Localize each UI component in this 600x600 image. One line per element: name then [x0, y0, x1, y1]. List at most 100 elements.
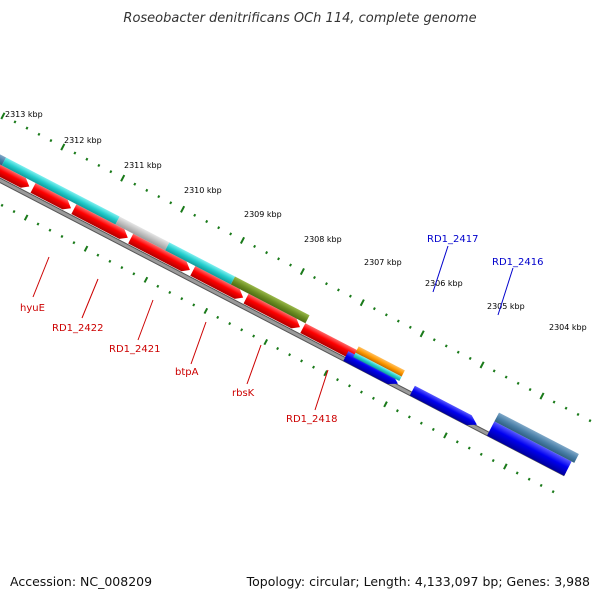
ruler-tick — [240, 328, 244, 332]
ruler-tick — [516, 381, 520, 385]
ruler-tick — [0, 112, 6, 120]
gene-arrow-rbsK[interactable] — [190, 266, 246, 302]
ruler-tick — [263, 338, 269, 346]
ruler-tick — [37, 132, 41, 136]
ruler-tick — [180, 297, 184, 301]
ruler-tick — [503, 463, 508, 470]
gene-label-RD1_2422[interactable]: RD1_2422 — [52, 323, 103, 334]
gene-label-RD1_2418[interactable]: RD1_2418 — [286, 414, 337, 425]
gene-label-hyuE[interactable]: hyuE — [20, 303, 45, 314]
ruler-label: 2307 kbp — [364, 258, 402, 267]
ruler-tick — [85, 157, 89, 161]
ruler-tick — [384, 313, 388, 317]
gene-label-RD1_2417[interactable]: RD1_2417 — [427, 234, 478, 245]
ruler-tick — [180, 205, 186, 213]
ruler-tick — [168, 290, 172, 295]
ruler-tick — [528, 387, 532, 392]
ruler-label: 2308 kbp — [304, 235, 342, 244]
ruler-tick — [217, 226, 221, 230]
ruler-tick — [551, 490, 555, 494]
ruler-tick — [408, 325, 412, 329]
ruler-tick — [83, 245, 89, 252]
cog-bar-gray — [115, 216, 170, 251]
ruler-tick — [552, 400, 556, 404]
ruler-tick — [348, 294, 352, 298]
gene-label-btpA[interactable]: btpA — [175, 367, 199, 378]
ruler-label: 2310 kbp — [184, 186, 222, 195]
ruler-tick — [145, 188, 149, 192]
gene-labels: hyuE RD1_2422 RD1_2421 btpA rbsK RD1_241… — [20, 234, 543, 425]
ruler-tick — [539, 392, 545, 400]
ruler-tick — [108, 259, 112, 263]
cog-bar-cyan-c — [353, 352, 402, 382]
ruler-tick — [299, 267, 305, 276]
gene-label-RD1_2416[interactable]: RD1_2416 — [492, 257, 543, 268]
ruler-tick — [515, 471, 519, 475]
gene-arrow-RD1_2416[interactable] — [409, 385, 480, 429]
ruler-tick — [60, 234, 64, 239]
ruler-tick — [371, 396, 375, 400]
ruler-tick — [468, 356, 472, 361]
gene-label-rbsK[interactable]: rbsK — [232, 388, 255, 399]
ruler-tick — [203, 307, 209, 315]
ruler-tick — [359, 390, 363, 394]
ruler-tick — [13, 120, 17, 124]
ruler-tick — [49, 138, 53, 143]
ruler-tick — [25, 126, 29, 130]
accession-text: Accession: NC_008209 — [10, 574, 152, 589]
ruler-tick — [539, 483, 543, 488]
ruler-tick — [132, 272, 136, 276]
gene-arrow-RD1_2422[interactable] — [30, 183, 74, 213]
ruler-tick — [336, 378, 339, 382]
ruler-label: 2313 kbp — [5, 110, 43, 119]
gene-arrow-RD1_2417[interactable] — [343, 351, 400, 388]
backbone-inner — [0, 103, 566, 476]
ruler-tick — [277, 257, 281, 261]
cog-bar-cyan-b — [165, 242, 235, 285]
ruler-tick — [491, 458, 495, 463]
ruler-tick — [323, 370, 328, 377]
ruler-tick — [216, 315, 220, 319]
genome-summary-text: Topology: circular; Length: 4,133,097 bp… — [246, 574, 590, 589]
ruler-tick — [157, 195, 161, 199]
ruler-tick — [432, 338, 436, 342]
ruler-tick — [407, 415, 411, 419]
gene-label-RD1_2421[interactable]: RD1_2421 — [109, 344, 160, 355]
ruler-tick — [419, 330, 425, 338]
ruler-tick — [479, 361, 485, 369]
ruler-tick — [48, 228, 52, 232]
ruler-tick — [527, 477, 531, 481]
gene-arrow-far[interactable] — [487, 421, 572, 476]
ruler-tick — [72, 241, 76, 245]
ruler-tick — [479, 452, 483, 456]
ruler-tick — [156, 284, 160, 288]
ruler-label: 2306 kbp — [425, 279, 463, 288]
gene-arrow-RD1_2418-a[interactable] — [243, 293, 303, 332]
ruler-tick — [396, 319, 400, 323]
ruler-label: 2312 kbp — [64, 136, 102, 145]
ruler-tick — [0, 203, 4, 207]
ruler-tick — [455, 440, 459, 444]
ruler-tick — [252, 334, 256, 338]
ruler-tick — [588, 419, 592, 423]
ruler-label: 2311 kbp — [124, 161, 162, 170]
backbone-outer — [0, 102, 567, 477]
ruler-tick — [12, 209, 16, 214]
map-title: Roseobacter denitrificans OCh 114, compl… — [123, 11, 476, 26]
ruler-tick — [313, 275, 316, 280]
ruler-tick — [133, 182, 137, 186]
ruler-label-set: 2313 kbp 2312 kbp 2311 kbp 2310 kbp 2309… — [5, 110, 587, 332]
ruler-label: 2309 kbp — [244, 210, 282, 219]
ruler-tick — [564, 406, 568, 410]
ruler-tick — [431, 427, 435, 432]
ruler-label: 2305 kbp — [487, 302, 525, 311]
cog-bar-orange — [355, 346, 405, 377]
ruler-tick — [336, 288, 340, 292]
ruler-tick — [143, 276, 149, 283]
gene-arrow-btpA[interactable] — [128, 233, 193, 275]
gene-arrow-RD1_2421[interactable] — [71, 204, 130, 242]
ruler-tick — [205, 219, 209, 224]
cog-bar-cyan-a — [1, 157, 120, 225]
ruler-tick — [228, 322, 232, 326]
